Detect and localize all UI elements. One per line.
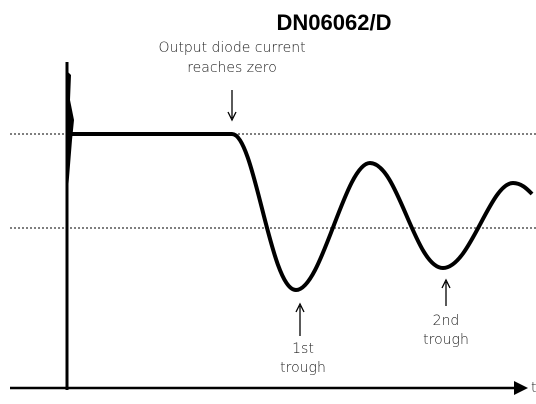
annotation-text: 1st bbox=[292, 341, 314, 357]
spike-ringing bbox=[66, 70, 74, 190]
annotation-text: Output diode current bbox=[158, 40, 305, 56]
annotation-arrowhead bbox=[295, 302, 305, 313]
x-axis-label: t bbox=[531, 380, 536, 396]
annotation-arrowhead bbox=[227, 111, 237, 122]
annotation-text: trough bbox=[423, 332, 469, 348]
annotation-text: 2nd bbox=[433, 313, 460, 329]
waveform bbox=[70, 132, 534, 292]
x-axis-arrow bbox=[514, 381, 528, 395]
annotation-text: trough bbox=[280, 360, 326, 376]
annotation-text: reaches zero bbox=[187, 60, 277, 76]
title: DN06062/D bbox=[277, 10, 392, 35]
annotation-arrowhead bbox=[441, 278, 451, 289]
